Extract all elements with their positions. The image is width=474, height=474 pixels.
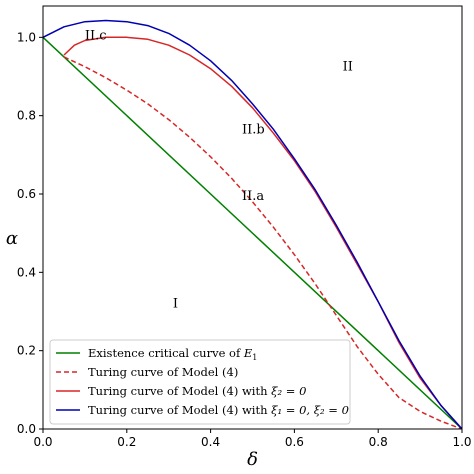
x-tick-label: 0.8	[369, 435, 388, 449]
y-tick-label: 1.0	[17, 30, 36, 44]
series-line-4	[42, 19, 463, 430]
legend-box	[49, 339, 351, 425]
x-axis-label: δ	[247, 449, 258, 470]
x-tick-label: 1.0	[452, 435, 471, 449]
y-tick-label: 0.8	[17, 109, 36, 123]
series-line-1	[42, 36, 463, 430]
x-tick-label: 0.0	[33, 435, 52, 449]
y-axis-label: α	[6, 228, 18, 249]
y-tick-label: 0.4	[17, 265, 36, 279]
plot-frame	[42, 5, 463, 430]
legend: Existence critical curve of E1 Turing cur…	[49, 339, 351, 425]
y-tick-label: 0.0	[17, 422, 36, 436]
y-tick-label: 0.6	[17, 187, 36, 201]
legend-entry: Turing curve of Model (4) with ξ₂ = 0	[88, 384, 306, 398]
axis-ticks: 0.0 0.2 0.4 0.6 0.8 1.0 0.0 0.2 0.4 0.6 0.8 1.0	[17, 30, 472, 449]
x-tick-label: 0.6	[285, 435, 304, 449]
legend-entry: Turing curve of Model (4) with ξ₁ = 0, ξ…	[88, 403, 349, 417]
region-label: II.c	[85, 28, 107, 43]
region-label: II	[343, 60, 353, 75]
plot-lines	[42, 19, 463, 430]
legend-entry: Turing curve of Model (4)	[88, 365, 238, 379]
series-line-2	[63, 56, 463, 430]
legend-entry: Existence critical curve of E1	[88, 346, 257, 362]
region-label: II.a	[242, 189, 264, 204]
region-label: I	[173, 297, 178, 312]
x-tick-label: 0.2	[117, 435, 136, 449]
y-tick-label: 0.2	[17, 344, 36, 358]
region-label: II.b	[242, 122, 265, 137]
x-tick-label: 0.4	[201, 435, 220, 449]
